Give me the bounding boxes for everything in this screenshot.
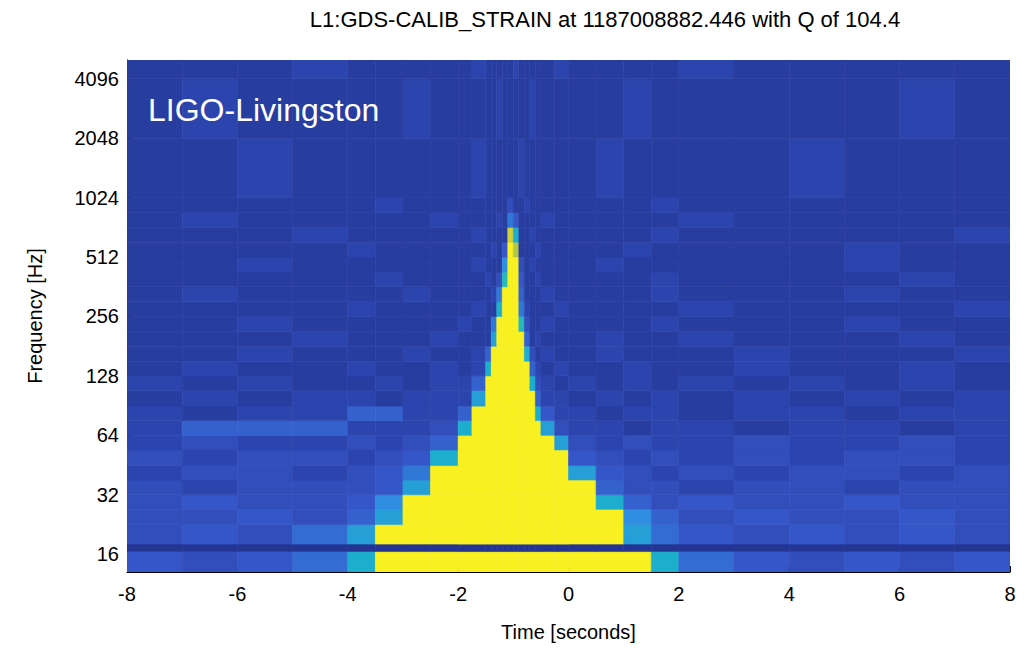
svg-text:256: 256 bbox=[86, 305, 119, 327]
svg-text:64: 64 bbox=[97, 424, 119, 446]
svg-text:-8: -8 bbox=[118, 583, 136, 605]
svg-text:Frequency [Hz]: Frequency [Hz] bbox=[24, 248, 46, 384]
svg-text:2: 2 bbox=[673, 583, 684, 605]
svg-text:8: 8 bbox=[1004, 583, 1015, 605]
svg-text:L1:GDS-CALIB_STRAIN at 1187008: L1:GDS-CALIB_STRAIN at 1187008882.446 wi… bbox=[310, 7, 900, 32]
svg-text:4: 4 bbox=[784, 583, 795, 605]
svg-text:32: 32 bbox=[97, 484, 119, 506]
svg-text:16: 16 bbox=[97, 543, 119, 565]
svg-text:6: 6 bbox=[894, 583, 905, 605]
svg-text:-4: -4 bbox=[339, 583, 357, 605]
svg-text:4096: 4096 bbox=[75, 68, 120, 90]
svg-text:128: 128 bbox=[86, 365, 119, 387]
svg-text:LIGO-Livingston: LIGO-Livingston bbox=[148, 92, 379, 128]
svg-text:0: 0 bbox=[563, 583, 574, 605]
svg-text:-2: -2 bbox=[449, 583, 467, 605]
svg-text:Time [seconds]: Time [seconds] bbox=[501, 621, 636, 643]
svg-text:-6: -6 bbox=[228, 583, 246, 605]
svg-text:512: 512 bbox=[86, 246, 119, 268]
svg-text:2048: 2048 bbox=[75, 127, 120, 149]
svg-text:1024: 1024 bbox=[75, 187, 120, 209]
